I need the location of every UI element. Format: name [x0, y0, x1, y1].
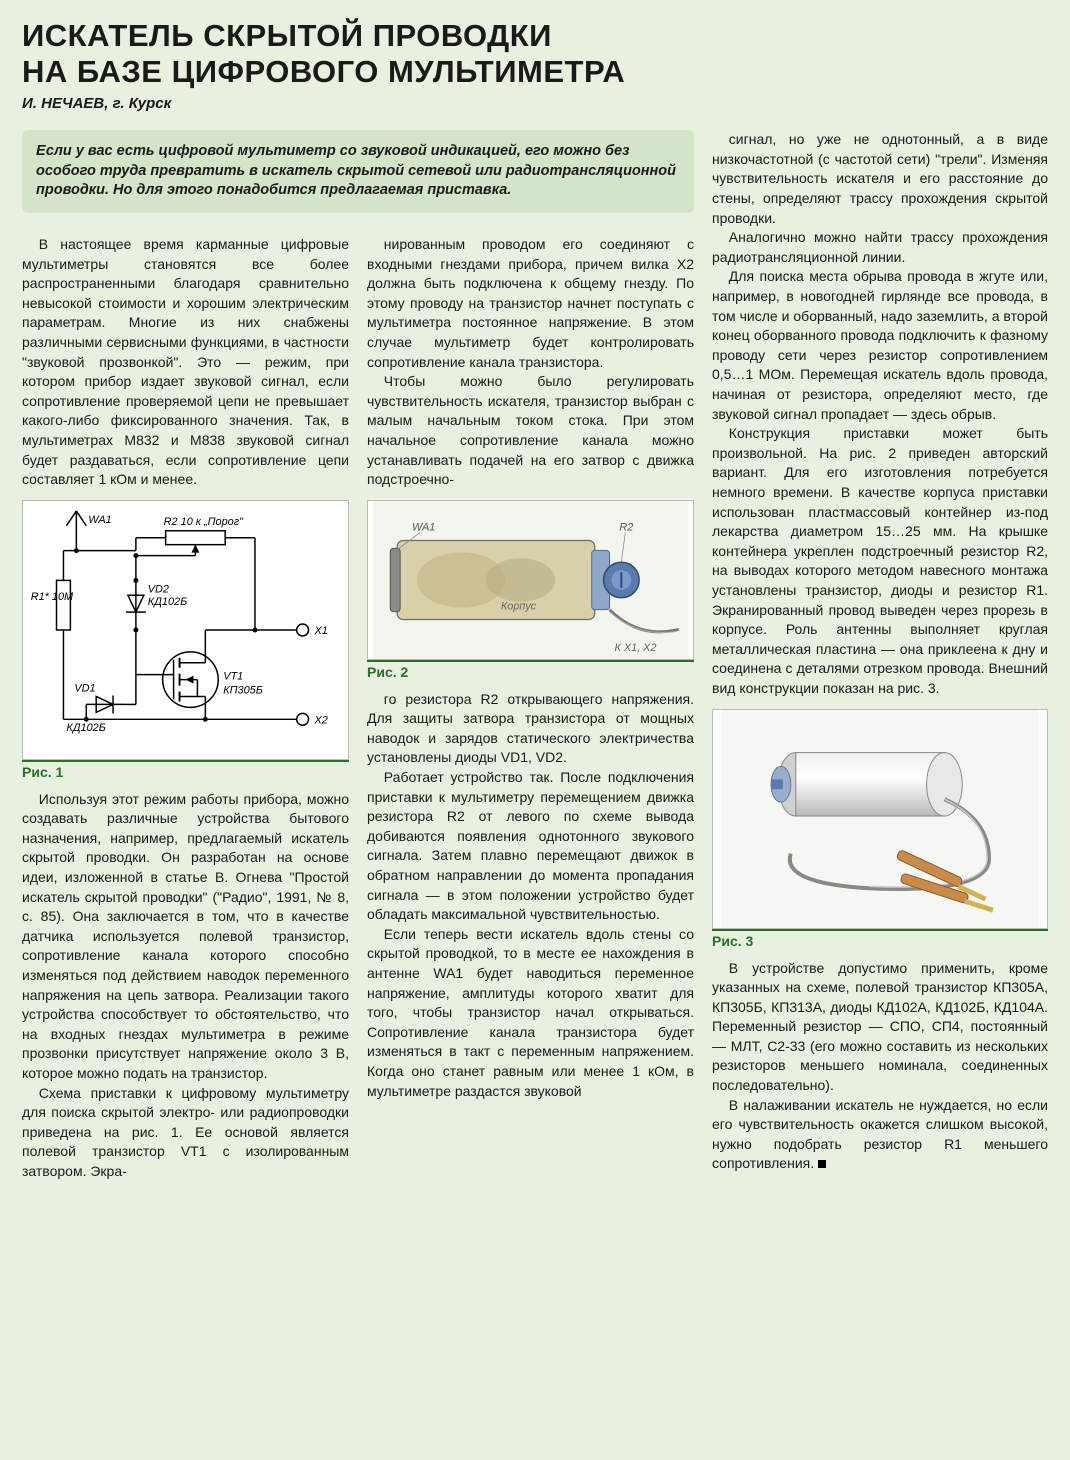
figure-2-caption: Рис. 2 — [367, 660, 694, 680]
title-line-1: ИСКАТЕЛЬ СКРЫТОЙ ПРОВОДКИ — [22, 18, 552, 53]
col3-para2: Аналогично можно найти трассу прохождени… — [712, 228, 1048, 267]
col3-para5: В устройстве допустимо применить, кроме … — [712, 959, 1048, 1096]
col2-para1: нированным проводом его соединяют с вход… — [367, 235, 694, 372]
col3-para4: Конструкция приставки может быть произво… — [712, 424, 1048, 698]
column-3: сигнал, но уже не однотонный, а в виде н… — [712, 130, 1048, 1181]
col2-para2: Чтобы можно было регулировать чувствител… — [367, 372, 694, 490]
col3-para6: В налаживании искатель не нуждается, но … — [712, 1096, 1048, 1174]
col3-para3: Для поиска места обрыва провода в жгуте … — [712, 267, 1048, 424]
label-vd2b: КД102Б — [148, 596, 187, 608]
fig2-label-body: Корпус — [501, 600, 537, 612]
fig2-label-bottom: К X1, X2 — [614, 642, 656, 654]
label-x1: X1 — [314, 625, 328, 637]
left-block: Если у вас есть цифровой мультиметр со з… — [22, 130, 694, 1181]
label-wa1: WA1 — [88, 514, 111, 526]
col2-para5: Если теперь вести искатель вдоль стены с… — [367, 925, 694, 1101]
label-vt1b: КП305Б — [223, 684, 263, 696]
label-x2: X2 — [314, 714, 328, 726]
label-vd1: VD1 — [74, 682, 95, 694]
label-vt1: VT1 — [223, 670, 243, 682]
figure-1: WA1 — [22, 500, 349, 782]
article-title: ИСКАТЕЛЬ СКРЫТОЙ ПРОВОДКИ НА БАЗЕ ЦИФРОВ… — [22, 18, 1048, 89]
figure-3: Рис. 3 — [712, 709, 1048, 951]
fig2-label-wa1: WA1 — [412, 521, 435, 533]
article-body: Если у вас есть цифровой мультиметр со з… — [22, 130, 1048, 1181]
title-line-2: НА БАЗЕ ЦИФРОВОГО МУЛЬТИМЕТРА — [22, 54, 625, 89]
fig2-label-r2: R2 — [619, 521, 633, 533]
label-r2: R2 10 к „Порог" — [164, 516, 244, 528]
label-vd2: VD2 — [148, 583, 169, 595]
col3-para1: сигнал, но уже не однотонный, а в виде н… — [712, 130, 1048, 228]
col1-para3: Схема приставки к цифровому мультиметру … — [22, 1084, 349, 1182]
figure-1-caption: Рис. 1 — [22, 760, 349, 780]
col1-para2: Используя этот режим работы прибора, мож… — [22, 790, 349, 1084]
figure-3-image — [712, 709, 1048, 929]
figure-2: WA1 R2 Корпус К X1, X2 Рис. 2 — [367, 500, 694, 682]
col3-para6-text: В налаживании искатель не нуждается, но … — [712, 1097, 1048, 1172]
col2-para3: го резистора R2 открывающего напряжения.… — [367, 690, 694, 768]
col2-para4: Работает устройство так. После подключен… — [367, 768, 694, 925]
label-vd1b: КД102Б — [66, 722, 105, 734]
figure-3-caption: Рис. 3 — [712, 929, 1048, 949]
column-1: В настоящее время карманные цифровые мул… — [22, 235, 349, 1182]
col1-para1: В настоящее время карманные цифровые мул… — [22, 235, 349, 490]
end-mark-icon — [818, 1160, 826, 1168]
schematic-diagram: WA1 — [22, 500, 349, 760]
lead-box: Если у вас есть цифровой мультиметр со з… — [22, 130, 694, 213]
label-r1: R1* 10М — [31, 591, 74, 603]
column-2: нированным проводом его соединяют с вход… — [367, 235, 694, 1182]
article-author: И. НЕЧАЕВ, г. Курск — [22, 95, 1048, 112]
figure-2-image: WA1 R2 Корпус К X1, X2 — [367, 500, 694, 660]
